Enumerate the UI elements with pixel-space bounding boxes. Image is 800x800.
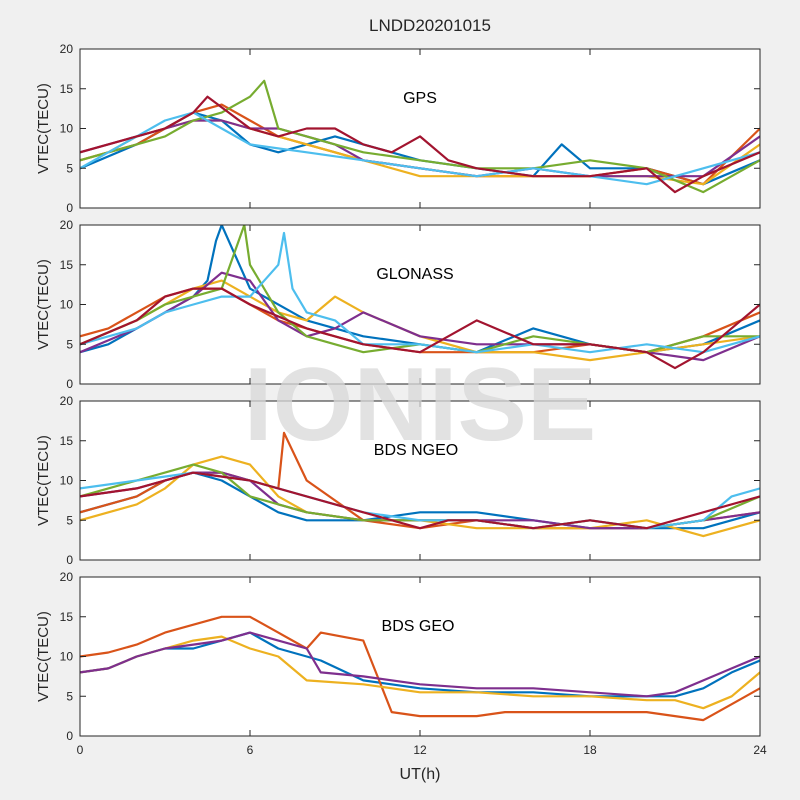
y-axis-label: VTEC(TECU) [35,83,52,174]
panel-1: 0 5 10 15 20 VTEC(TECU) GLONASS [35,218,761,391]
series-line-5 [80,231,760,354]
plot-area [80,401,760,560]
series-line-6 [80,95,760,194]
y-axis-label: VTEC(TECU) [35,259,52,350]
panel-label: BDS GEO [382,618,455,635]
series-line-6 [80,471,760,530]
series-group [80,431,760,538]
x-tick-label: 12 [413,743,427,757]
y-tick-label: 10 [60,650,74,664]
y-tick-label: 10 [60,474,74,488]
x-axis-label: UT(h) [400,766,441,783]
series-line-6 [80,287,760,370]
panel-label: GPS [403,90,437,107]
series-line-1 [80,615,760,722]
y-axis-label: VTEC(TECU) [35,611,52,702]
panel-2: 0 5 10 15 20 VTEC(TECU) BDS NGEO [35,394,761,567]
panel-label: GLONASS [376,266,453,283]
series-line-3 [80,631,760,698]
y-tick-label: 0 [66,553,73,567]
panel-label: BDS NGEO [374,442,458,459]
panels: 0 5 10 15 20 VTEC(TECU) GPS 0 5 10 15 20 VTEC(TECU) G… [35,42,767,783]
series-line-2 [80,279,760,362]
figure-title: LNDD20201015 [369,16,491,35]
y-tick-label: 5 [66,689,73,703]
y-tick-label: 15 [60,610,74,624]
y-tick-label: 5 [66,161,73,175]
x-tick-label: 0 [77,743,84,757]
y-tick-label: 15 [60,258,74,272]
series-group [80,79,760,194]
x-tick-label: 6 [247,743,254,757]
y-tick-label: 0 [66,201,73,215]
series-group [80,615,760,722]
y-tick-label: 15 [60,434,74,448]
y-tick-label: 0 [66,729,73,743]
series-line-4 [80,79,760,194]
series-group [80,225,760,370]
y-tick-label: 15 [60,82,74,96]
plot-area [80,577,760,736]
y-tick-label: 0 [66,377,73,391]
y-tick-label: 20 [60,570,74,584]
x-tick-label: 18 [583,743,597,757]
panel-3: 0 5 10 15 20 0 6 12 18 24 VTEC(TECU) BDS GEO UT(h) [35,570,767,783]
y-tick-label: 20 [60,394,74,408]
y-axis-label: VTEC(TECU) [35,435,52,526]
panel-0: 0 5 10 15 20 VTEC(TECU) GPS [35,42,761,215]
series-line-5 [80,111,760,186]
x-tick-label: 24 [753,743,767,757]
y-tick-label: 10 [60,298,74,312]
y-tick-label: 20 [60,218,74,232]
watermark-text: IONISE [244,347,597,463]
y-tick-label: 20 [60,42,74,56]
y-tick-label: 5 [66,337,73,351]
y-tick-label: 10 [60,122,74,136]
y-tick-label: 5 [66,513,73,527]
plot-area [80,49,760,208]
